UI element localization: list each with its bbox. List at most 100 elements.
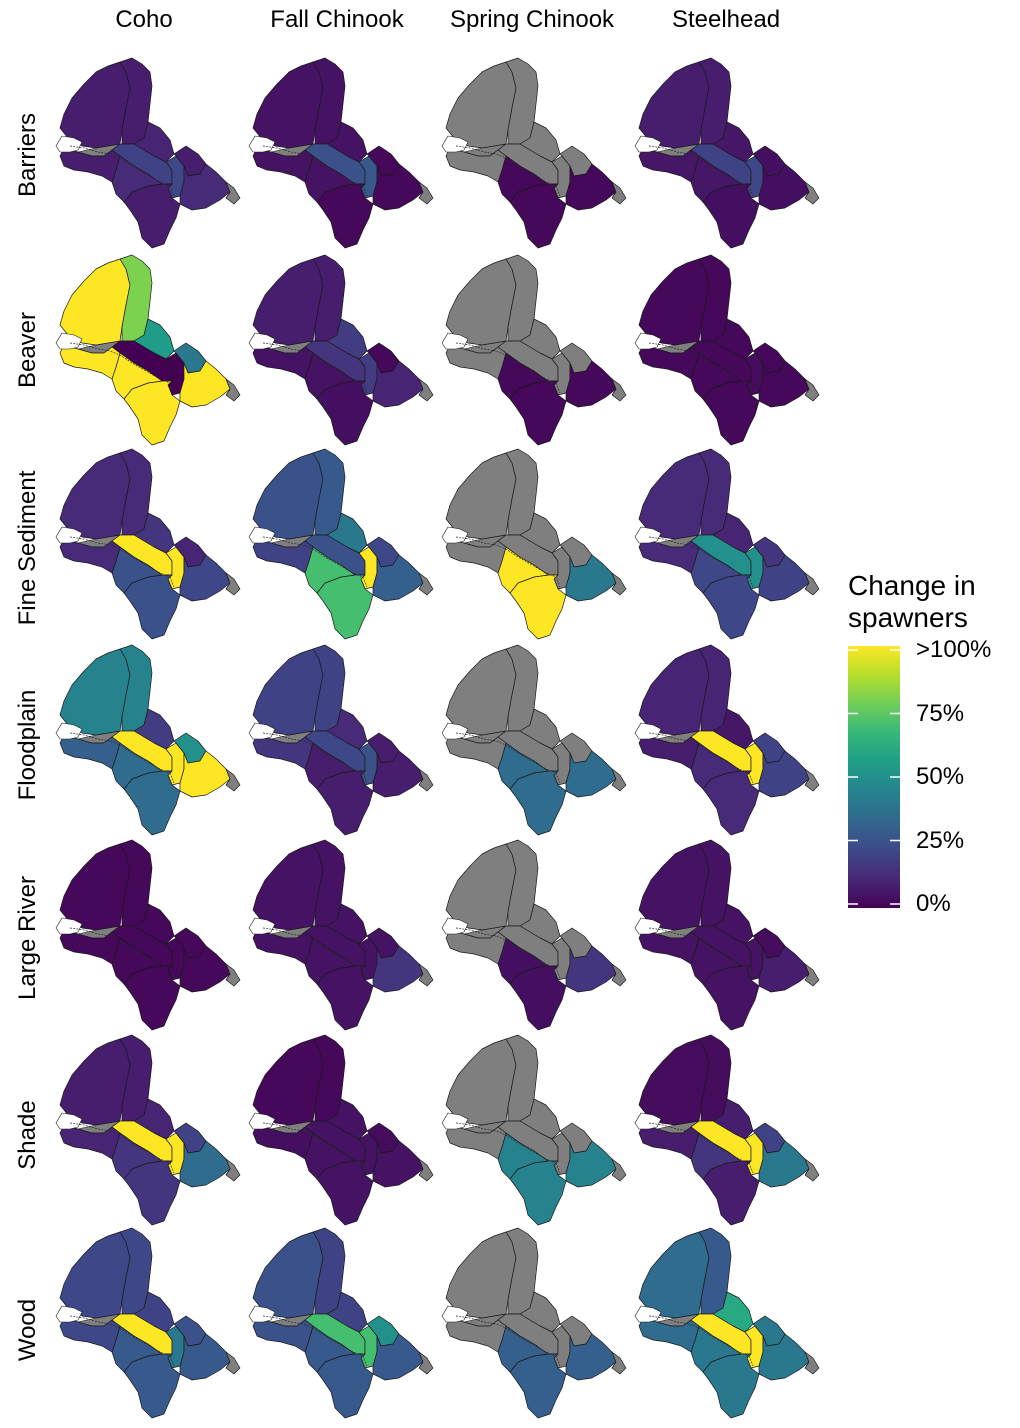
coastal-inlet — [634, 332, 662, 350]
legend-color-bar — [848, 646, 900, 908]
map-panel — [441, 1227, 627, 1419]
subbasin-southeast — [372, 360, 424, 408]
map-panel — [55, 1227, 241, 1419]
subbasin-southeast — [179, 554, 231, 602]
subbasin-southeast — [565, 360, 617, 408]
subbasin-southwest-coast — [638, 1124, 700, 1160]
river-line — [262, 342, 368, 394]
subbasin-southwest-coast — [445, 929, 507, 965]
subbasin-south — [123, 1160, 181, 1226]
coastal-inlet — [55, 1305, 83, 1323]
subbasin-south — [316, 965, 374, 1031]
subbasin-northwest — [638, 61, 710, 149]
subbasin-northwest — [252, 1038, 324, 1126]
subbasin-southwest-coast — [445, 734, 507, 770]
map-panel — [248, 1227, 434, 1419]
subbasin-east-tip — [804, 181, 820, 205]
subbasin-south — [702, 380, 760, 446]
coastal-inlet — [634, 722, 662, 740]
subbasin-southeast — [372, 1333, 424, 1381]
subbasin-southwest-coast — [638, 538, 700, 574]
subbasin-southwest-coast — [252, 147, 314, 183]
subbasin-southeast — [565, 1140, 617, 1188]
map-panel — [634, 1227, 820, 1419]
subbasin-east-tip — [611, 963, 627, 987]
map-panel — [55, 448, 241, 640]
subbasin-south — [123, 1353, 181, 1419]
subbasin-northwest — [59, 258, 131, 346]
row-title: Large River — [14, 875, 41, 1001]
map-panel — [55, 57, 241, 249]
subbasin-northwest — [59, 452, 131, 540]
subbasin-northwest — [252, 843, 324, 931]
subbasin-east-tip — [418, 1351, 434, 1375]
river-line — [455, 536, 561, 588]
subbasin-northwest — [638, 258, 710, 346]
coastal-inlet — [55, 917, 83, 935]
map-panel — [55, 644, 241, 836]
subbasin-east-tip — [611, 768, 627, 792]
river-line — [69, 1122, 175, 1174]
coastal-inlet — [441, 917, 469, 935]
river-line — [455, 145, 561, 197]
coastal-inlet — [248, 332, 276, 350]
subbasin-south — [316, 183, 374, 249]
legend-tick-label: 50% — [916, 763, 965, 790]
subbasin-southeast — [372, 945, 424, 993]
coastal-inlet — [441, 526, 469, 544]
subbasin-southwest-coast — [252, 1124, 314, 1160]
subbasin-south — [123, 770, 181, 836]
subbasin-southeast — [372, 1140, 424, 1188]
subbasin-south — [316, 1353, 374, 1419]
river-line — [262, 1315, 368, 1367]
subbasin-east-tip — [418, 963, 434, 987]
map-panel — [634, 839, 820, 1031]
legend-body: >100% 75% 50% 25% 0% — [848, 636, 1020, 917]
legend-tick-label: 75% — [916, 699, 965, 727]
subbasin-south — [509, 183, 567, 249]
map-panel — [441, 448, 627, 640]
subbasin-northwest — [59, 648, 131, 736]
subbasin-south — [509, 574, 567, 640]
subbasin-south — [702, 574, 760, 640]
row-title: Beaver — [14, 311, 41, 389]
map-panel — [634, 254, 820, 446]
subbasin-east-tip — [611, 1351, 627, 1375]
map-panel — [441, 254, 627, 446]
subbasin-east-tip — [804, 1158, 820, 1182]
coastal-inlet — [441, 722, 469, 740]
subbasin-southwest-coast — [445, 1124, 507, 1160]
subbasin-southeast — [565, 554, 617, 602]
subbasin-southeast — [758, 750, 810, 798]
subbasin-south — [316, 574, 374, 640]
river-line — [69, 732, 175, 784]
coastal-inlet — [634, 1112, 662, 1130]
subbasin-southwest-coast — [638, 344, 700, 380]
row-title: Shade — [14, 1100, 41, 1170]
river-line — [262, 732, 368, 784]
legend-title: Change in spawners — [848, 570, 1020, 634]
river-line — [648, 732, 754, 784]
subbasin-east-tip — [225, 768, 241, 792]
subbasin-southwest-coast — [445, 147, 507, 183]
coastal-inlet — [441, 1305, 469, 1323]
subbasin-east-tip — [225, 181, 241, 205]
subbasin-east-tip — [804, 572, 820, 596]
subbasin-east-tip — [418, 1158, 434, 1182]
map-panel — [248, 254, 434, 446]
river-line — [648, 536, 754, 588]
subbasin-south — [316, 1160, 374, 1226]
subbasin-northwest — [638, 452, 710, 540]
subbasin-southeast — [758, 945, 810, 993]
subbasin-southwest-coast — [59, 344, 121, 380]
subbasin-south — [702, 770, 760, 836]
subbasin-southwest-coast — [638, 929, 700, 965]
river-line — [69, 342, 175, 394]
map-panel — [634, 644, 820, 836]
subbasin-south — [123, 965, 181, 1031]
subbasin-northwest — [252, 1231, 324, 1319]
map-panel — [248, 839, 434, 1031]
map-panel — [441, 1034, 627, 1226]
subbasin-southeast — [758, 163, 810, 211]
subbasin-northwest — [445, 61, 517, 149]
